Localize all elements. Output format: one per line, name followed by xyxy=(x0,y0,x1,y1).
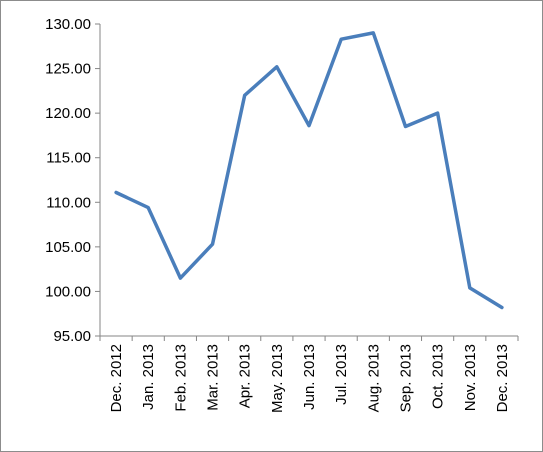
x-tick-label: Dec. 2012 xyxy=(108,344,125,412)
y-tick-label: 120.00 xyxy=(45,105,91,122)
y-tick-label: 130.00 xyxy=(45,16,91,33)
x-axis-ticks: Dec. 2012 Jan. 2013 Feb. 2013 Mar. 2013 Apr.… xyxy=(99,336,519,413)
x-tick-label: Aug. 2013 xyxy=(365,344,382,412)
x-tick-label: Apr. 2013 xyxy=(237,344,254,408)
y-tick-label: 100.00 xyxy=(45,283,91,300)
x-tick-label: Jul. 2013 xyxy=(333,344,350,405)
y-axis-ticks: 95.00 100.00 105.00 110.00 115.00 120.00 125.0… xyxy=(45,16,100,345)
y-tick-label: 105.00 xyxy=(45,239,91,256)
x-tick-label: Jun. 2013 xyxy=(301,344,318,410)
x-tick-label: Mar. 2013 xyxy=(205,344,222,411)
y-tick-label: 115.00 xyxy=(46,150,91,167)
y-tick-label: 110.00 xyxy=(46,194,91,211)
series-line xyxy=(114,31,504,310)
x-tick-label: Dec. 2013 xyxy=(494,344,511,412)
y-tick-label: 95.00 xyxy=(53,328,91,345)
x-tick-label: Oct. 2013 xyxy=(430,344,447,409)
x-tick-label: Sep. 2013 xyxy=(397,344,414,412)
x-tick-label: Feb. 2013 xyxy=(172,344,189,412)
x-tick-label: Jan. 2013 xyxy=(140,344,157,410)
axes xyxy=(99,24,518,337)
x-tick-label: May. 2013 xyxy=(269,344,286,413)
y-tick-label: 125.00 xyxy=(45,61,91,78)
x-tick-label: Nov. 2013 xyxy=(462,344,479,411)
series-group xyxy=(114,31,504,310)
